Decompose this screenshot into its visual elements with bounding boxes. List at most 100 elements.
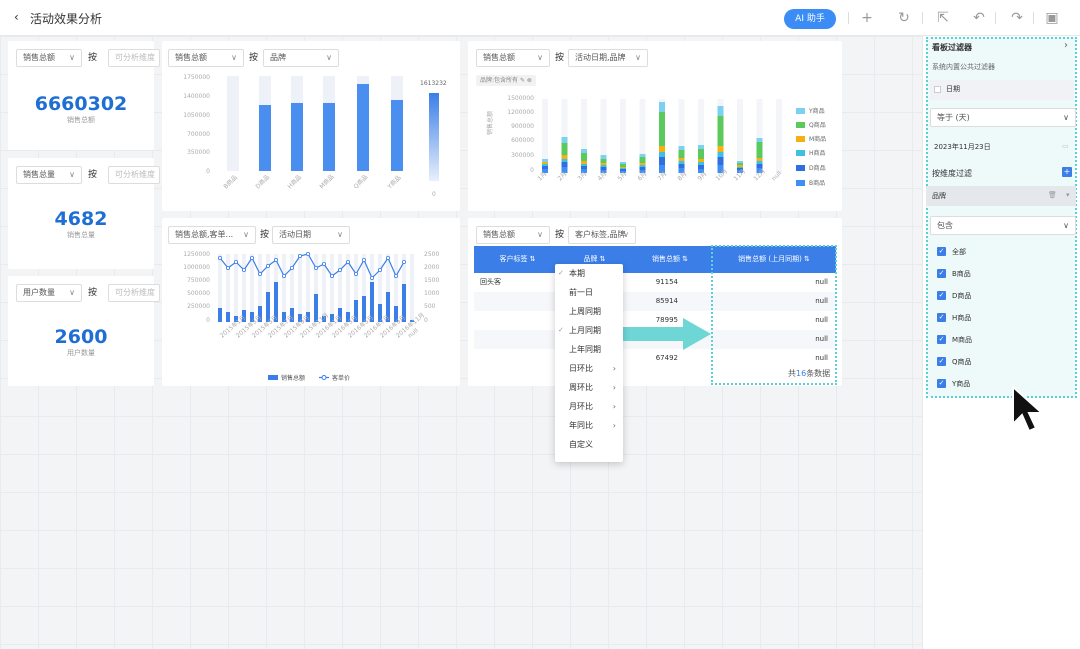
dimension-select[interactable]: 可分析维度: [108, 49, 160, 67]
bar-bg: [306, 254, 310, 322]
filter-tag[interactable]: 品牌:包含所有 ✎ ⊗: [476, 75, 536, 86]
stack-segment: [561, 137, 568, 143]
calendar-icon[interactable]: ▭: [1062, 142, 1069, 150]
svg-text:1200000: 1200000: [507, 109, 534, 116]
dimension-select[interactable]: 活动日期,品牌 ∨: [568, 49, 648, 67]
save-icon[interactable]: ▣: [1045, 10, 1059, 26]
line-series-price: [219, 253, 405, 280]
checkbox-all[interactable]: ✓: [937, 247, 946, 256]
stack-segment: [678, 164, 685, 168]
y-axis-title: 销售总额: [486, 111, 494, 135]
back-icon[interactable]: ‹: [14, 10, 19, 24]
stack-segment: [717, 146, 724, 152]
menu-item-day-ratio[interactable]: 日环比 ›: [569, 364, 616, 373]
stack-segment: [639, 170, 646, 173]
checkbox-h[interactable]: ✓: [937, 313, 946, 322]
metric-select[interactable]: 用户数量 ∨: [16, 284, 82, 302]
bar-sales: [242, 310, 246, 322]
bar-y[interactable]: [391, 100, 403, 171]
kpi-card-volume: 销售总量 ∨ 按 可分析维度 4682 销售总量: [8, 158, 160, 269]
bar-h[interactable]: [291, 103, 303, 171]
column-header-sales[interactable]: 销售总额 ⇅: [628, 246, 712, 273]
table-row[interactable]: 回头客 91154 null: [480, 278, 828, 286]
delete-icon[interactable]: 🗑: [1048, 191, 1057, 199]
svg-text:Y商品: Y商品: [385, 174, 402, 191]
line-point: [329, 274, 334, 279]
checkbox-d[interactable]: ✓: [937, 291, 946, 300]
brand-bar-chart-card: 销售总额 ∨ 按 品牌 ∨ 1750000 1400000 1050000 7000…: [162, 41, 460, 211]
dimension-select[interactable]: 客户标签,品牌 ∨: [568, 226, 636, 244]
menu-item-week-ratio[interactable]: 周环比 ›: [569, 383, 616, 392]
svg-text:H商品: H商品: [809, 149, 826, 157]
dimension-select[interactable]: 可分析维度: [108, 284, 160, 302]
bar-sales: [226, 312, 230, 322]
svg-text:10月: 10月: [714, 168, 729, 183]
bar-bg: [314, 254, 318, 322]
menu-item-prev-week[interactable]: 上周同期: [569, 307, 601, 316]
dimension-select[interactable]: 活动日期 ∨: [272, 226, 350, 244]
line-point: [401, 260, 406, 265]
y-tick: 1400000: [183, 93, 210, 100]
bar-sales: [354, 300, 358, 322]
share-icon[interactable]: ⇱: [937, 10, 949, 26]
metric-select[interactable]: 销售总额 ∨: [476, 226, 550, 244]
bar-sales: [346, 312, 350, 322]
menu-item-month-ratio[interactable]: 月环比 ›: [569, 402, 616, 411]
menu-item-prev-day[interactable]: 前一日: [569, 288, 593, 297]
bar-bg: [394, 254, 398, 322]
bar-sales: [338, 308, 342, 322]
column-header-prev-month[interactable]: 销售总额 (上月同期) ⇅: [712, 246, 836, 273]
metric-select[interactable]: 销售总额 ∨: [476, 49, 550, 67]
checkbox-y[interactable]: ✓: [937, 379, 946, 388]
checkbox-m[interactable]: ✓: [937, 335, 946, 344]
dimension-select[interactable]: 品牌 ∨: [263, 49, 339, 67]
menu-item-current[interactable]: ✓ 本期: [558, 269, 585, 278]
stack-segment: [737, 163, 743, 165]
collapse-icon[interactable]: ›: [1064, 40, 1068, 51]
chevron-down-icon[interactable]: ▾: [1066, 191, 1070, 199]
column-header-tag[interactable]: 客户标签 ⇅: [474, 246, 561, 273]
svg-text:0: 0: [206, 317, 210, 324]
bar-sales: [306, 312, 310, 322]
table-row[interactable]: 67492 null: [655, 354, 828, 362]
plus-icon[interactable]: +: [861, 10, 873, 26]
svg-text:11月: 11月: [732, 168, 747, 183]
menu-item-prev-month[interactable]: ✓ 上月同期: [558, 326, 601, 335]
menu-item-prev-year[interactable]: 上年同期: [569, 345, 601, 354]
stack-segment: [737, 170, 743, 173]
refresh-icon[interactable]: ↻: [898, 10, 910, 26]
metric-select[interactable]: 销售总量 ∨: [16, 166, 82, 184]
stack-segment: [620, 169, 626, 171]
stack-segment: [561, 162, 568, 167]
checkbox-b[interactable]: ✓: [937, 269, 946, 278]
bar-sales: [330, 314, 334, 322]
metric-select[interactable]: 销售总额 ∨: [16, 49, 82, 67]
date-value[interactable]: 2023年11月23日: [934, 143, 991, 151]
menu-item-custom[interactable]: 自定义: [569, 440, 593, 449]
undo-icon[interactable]: ↶: [973, 10, 985, 26]
bar-sales: [362, 296, 366, 322]
line-point: [266, 264, 271, 269]
bar-bg: [290, 254, 294, 322]
bar-sales: [218, 308, 222, 322]
redo-icon[interactable]: ↷: [1011, 10, 1023, 26]
bar-d[interactable]: [259, 105, 271, 171]
date-operator-select[interactable]: 等于 (天) ∨: [930, 108, 1076, 127]
operator-select[interactable]: 包含 ∨: [930, 216, 1076, 235]
date-checkbox[interactable]: [934, 86, 941, 93]
add-filter-icon[interactable]: +: [1062, 167, 1072, 177]
bar-m[interactable]: [323, 103, 335, 171]
metric-select[interactable]: 销售总额 ∨: [168, 49, 244, 67]
stack-bg: [756, 99, 763, 173]
svg-text:Q商品: Q商品: [809, 121, 826, 129]
table-row[interactable]: 78995 null: [655, 316, 828, 324]
checkbox-q[interactable]: ✓: [937, 357, 946, 366]
metric-select[interactable]: 销售总额,客单... ∨: [168, 226, 256, 244]
bar-sales: [410, 320, 414, 322]
ai-assistant-button[interactable]: AI 助手: [784, 9, 836, 29]
stack-segment: [678, 168, 685, 173]
bar-q[interactable]: [357, 84, 369, 171]
menu-item-year-ratio[interactable]: 年同比 ›: [569, 421, 616, 430]
dimension-select[interactable]: 可分析维度: [108, 166, 160, 184]
date-label: 日期: [946, 85, 960, 93]
